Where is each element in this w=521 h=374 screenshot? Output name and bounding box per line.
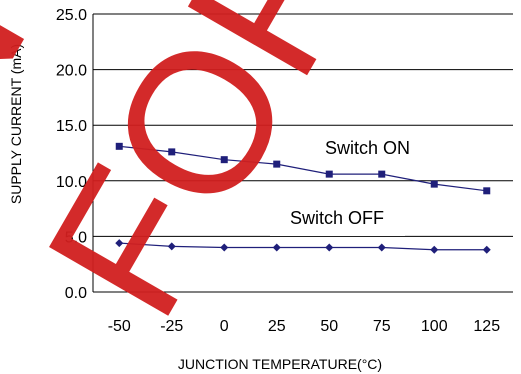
x-tick-label: -50: [108, 318, 131, 335]
y-tick-label: 5.0: [65, 229, 87, 246]
series-switch-off: [115, 239, 491, 254]
switch-off-label-bg: [270, 200, 405, 236]
watermark: NO FOR: [0, 0, 408, 352]
data-point: [482, 245, 491, 254]
y-tick-label: 10.0: [56, 174, 87, 191]
data-point: [325, 243, 334, 252]
x-tick-label: 25: [268, 318, 286, 335]
data-point: [430, 180, 438, 188]
y-tick-label: 25.0: [56, 7, 87, 24]
y-tick-label: 20.0: [56, 63, 87, 80]
data-point: [430, 245, 439, 254]
x-tick-label: 125: [473, 318, 500, 335]
data-point: [220, 156, 228, 164]
x-tick-label: 100: [421, 318, 448, 335]
data-point: [325, 170, 333, 178]
data-point: [115, 142, 123, 150]
series-switch-on: [115, 142, 491, 195]
data-point: [273, 160, 281, 168]
data-point: [167, 242, 176, 251]
switch-on-label: Switch ON: [325, 138, 410, 158]
y-axis-title: SUPPLY CURRENT (mA): [8, 44, 24, 204]
data-point: [272, 243, 281, 252]
data-point: [220, 243, 229, 252]
series-line: [119, 145, 487, 192]
x-tick-labels: -50 -25 0 25 50 75 100 125: [108, 318, 501, 335]
data-point: [168, 148, 176, 156]
switch-off-label: Switch OFF: [290, 208, 384, 228]
series-group: [115, 142, 491, 254]
x-tick-label: -25: [160, 318, 183, 335]
y-tick-label: 0.0: [65, 285, 87, 302]
data-point: [377, 243, 386, 252]
x-axis-title: JUNCTION TEMPERATURE(°C): [178, 356, 382, 372]
x-tick-label: 50: [320, 318, 338, 335]
series-labels: Switch ON Switch OFF: [270, 138, 410, 236]
y-tick-labels: 0.0 5.0 10.0 15.0 20.0 25.0: [56, 7, 87, 302]
y-tick-label: 15.0: [56, 118, 87, 135]
x-tick-label: 0: [220, 318, 229, 335]
x-tick-label: 75: [373, 318, 391, 335]
data-point: [483, 187, 491, 195]
data-point: [378, 170, 386, 178]
series-line: [119, 242, 487, 251]
grid-lines: [92, 13, 513, 293]
data-point: [115, 239, 124, 248]
